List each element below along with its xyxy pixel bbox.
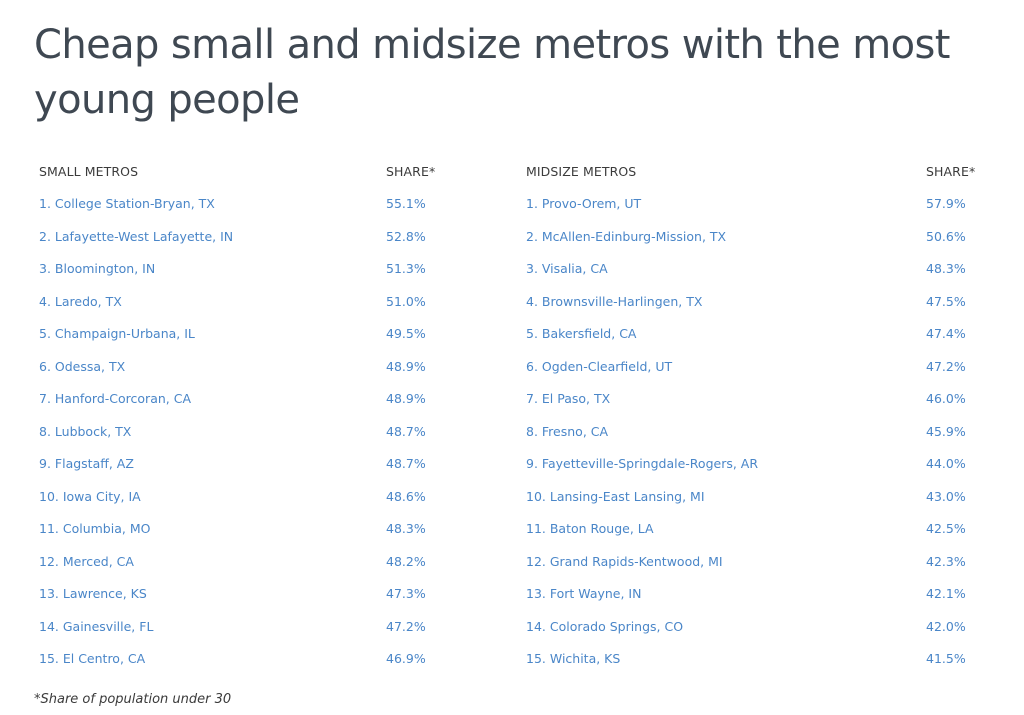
header-midsize-share: SHARE* xyxy=(926,164,976,179)
table-row: 1. College Station-Bryan, TX 55.1% 1. Prov… xyxy=(0,194,1024,214)
table-row: 9. Flagstaff, AZ 48.7% 9. Fayetteville-Spr… xyxy=(0,454,1024,474)
small-metro-name: 5. Champaign-Urbana, IL xyxy=(39,326,195,341)
midsize-metro-share: 41.5% xyxy=(926,651,966,666)
header-small-metros: SMALL METROS xyxy=(39,164,139,179)
small-metro-name: 10. Iowa City, IA xyxy=(39,488,141,504)
midsize-metro-name: 11. Baton Rouge, LA xyxy=(526,521,654,536)
midsize-metro-name: 9. Fayetteville-Springdale-Rogers, AR xyxy=(526,456,759,471)
table-row: 3. Bloomington, IN 51.3% 3. Visalia, CA 48.… xyxy=(0,259,1024,279)
small-metro-share: 46.9% xyxy=(386,651,426,666)
small-metro-name: 4. Laredo, TX xyxy=(39,293,122,309)
small-metro-name: 14. Gainesville, FL xyxy=(39,618,154,634)
midsize-metro-share: 57.9% xyxy=(926,196,966,211)
small-metro-share: 48.7% xyxy=(386,423,426,439)
midsize-metro-share: 42.0% xyxy=(926,618,966,634)
small-metro-share: 48.7% xyxy=(386,456,426,471)
midsize-metro-share: 42.1% xyxy=(926,586,966,601)
small-metro-name: 13. Lawrence, KS xyxy=(39,586,147,601)
header-midsize-metros: MIDSIZE METROS xyxy=(526,164,637,179)
midsize-metro-share: 47.4% xyxy=(926,326,966,341)
midsize-metro-share: 44.0% xyxy=(926,456,966,471)
small-metro-share: 48.2% xyxy=(386,553,426,569)
small-metro-name: 8. Lubbock, TX xyxy=(39,423,132,439)
midsize-metro-name: 12. Grand Rapids-Kentwood, MI xyxy=(526,553,723,569)
small-metro-share: 48.9% xyxy=(386,391,426,406)
small-metro-name: 7. Hanford-Corcoran, CA xyxy=(39,391,192,406)
table-row: 15. El Centro, CA 46.9% 15. Wichita, KS 41.… xyxy=(0,649,1024,669)
table-row: 5. Champaign-Urbana, IL 49.5% 5. Bakersfie… xyxy=(0,324,1024,344)
header-small-share: SHARE* xyxy=(386,164,436,179)
table-row: 7. Hanford-Corcoran, CA 48.9% 7. El Paso, … xyxy=(0,389,1024,409)
table-row: 10. Iowa City, IA 48.6% 10. Lansing-East L… xyxy=(0,487,1024,507)
table-row: 2. Lafayette-West Lafayette, IN 52.8% 2. M… xyxy=(0,227,1024,247)
small-metro-name: 9. Flagstaff, AZ xyxy=(39,456,134,471)
table-row: 4. Laredo, TX 51.0% 4. Brownsville-Harling… xyxy=(0,292,1024,312)
midsize-metro-share: 47.2% xyxy=(926,358,966,374)
small-metro-share: 51.3% xyxy=(386,261,426,276)
small-metro-share: 47.3% xyxy=(386,586,426,601)
midsize-metro-share: 48.3% xyxy=(926,261,966,276)
table-row: 6. Odessa, TX 48.9% 6. Ogden-Clearfield, U… xyxy=(0,357,1024,377)
small-metro-share: 48.6% xyxy=(386,488,426,504)
footnote: *Share of population under 30 xyxy=(34,692,232,707)
small-metro-name: 1. College Station-Bryan, TX xyxy=(39,196,215,211)
small-metro-name: 15. El Centro, CA xyxy=(39,651,146,666)
small-metro-name: 12. Merced, CA xyxy=(39,553,134,569)
small-metro-share: 47.2% xyxy=(386,618,426,634)
midsize-metro-name: 14. Colorado Springs, CO xyxy=(526,618,684,634)
midsize-metro-share: 47.5% xyxy=(926,293,966,309)
small-metro-share: 48.9% xyxy=(386,358,426,374)
small-metro-name: 6. Odessa, TX xyxy=(39,358,126,374)
table-row: 13. Lawrence, KS 47.3% 13. Fort Wayne, IN 4… xyxy=(0,584,1024,604)
small-metro-share: 55.1% xyxy=(386,196,426,211)
table-row: 12. Merced, CA 48.2% 12. Grand Rapids-Kent… xyxy=(0,552,1024,572)
midsize-metro-share: 43.0% xyxy=(926,488,966,504)
table-row: 8. Lubbock, TX 48.7% 8. Fresno, CA 45.9% xyxy=(0,422,1024,442)
midsize-metro-name: 2. McAllen-Edinburg-Mission, TX xyxy=(526,228,727,244)
small-metro-name: 2. Lafayette-West Lafayette, IN xyxy=(39,228,234,244)
midsize-metro-share: 50.6% xyxy=(926,228,966,244)
midsize-metro-share: 46.0% xyxy=(926,391,966,406)
midsize-metro-share: 42.3% xyxy=(926,553,966,569)
midsize-metro-name: 1. Provo-Orem, UT xyxy=(526,196,642,211)
midsize-metro-name: 15. Wichita, KS xyxy=(526,651,621,666)
small-metro-share: 48.3% xyxy=(386,521,426,536)
midsize-metro-share: 42.5% xyxy=(926,521,966,536)
small-metro-name: 11. Columbia, MO xyxy=(39,521,151,536)
midsize-metro-name: 5. Bakersfield, CA xyxy=(526,326,637,341)
midsize-metro-name: 6. Ogden-Clearfield, UT xyxy=(526,358,673,374)
midsize-metro-name: 4. Brownsville-Harlingen, TX xyxy=(526,293,703,309)
small-metro-name: 3. Bloomington, IN xyxy=(39,261,156,276)
midsize-metro-name: 13. Fort Wayne, IN xyxy=(526,586,642,601)
page-title: Cheap small and midsize metros with the … xyxy=(34,22,950,123)
midsize-metro-name: 7. El Paso, TX xyxy=(526,391,611,406)
small-metro-share: 52.8% xyxy=(386,228,426,244)
midsize-metro-name: 3. Visalia, CA xyxy=(526,261,608,276)
small-metro-share: 51.0% xyxy=(386,293,426,309)
midsize-metro-name: 8. Fresno, CA xyxy=(526,423,609,439)
table-row: 14. Gainesville, FL 47.2% 14. Colorado Spr… xyxy=(0,617,1024,637)
table-row: 11. Columbia, MO 48.3% 11. Baton Rouge, LA… xyxy=(0,519,1024,539)
midsize-metro-share: 45.9% xyxy=(926,423,966,439)
midsize-metro-name: 10. Lansing-East Lansing, MI xyxy=(526,488,705,504)
small-metro-share: 49.5% xyxy=(386,326,426,341)
